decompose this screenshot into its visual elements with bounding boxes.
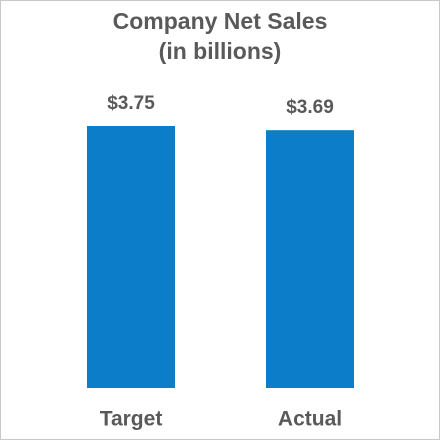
x-tick-label: Target <box>100 408 163 431</box>
bar <box>87 126 175 388</box>
x-tick-label: Actual <box>278 408 342 431</box>
chart-title: Company Net Sales <box>113 8 328 34</box>
chart-subtitle: (in billions) <box>159 38 282 64</box>
bar <box>266 130 354 388</box>
value-label: $3.75 <box>107 93 155 114</box>
value-label: $3.69 <box>286 97 334 118</box>
